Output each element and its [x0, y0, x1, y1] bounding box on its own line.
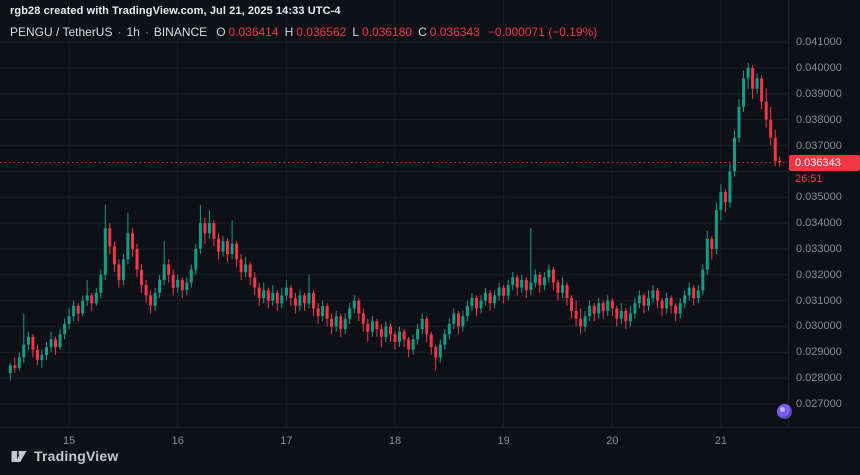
- high-value: 0.036562: [296, 25, 347, 39]
- tradingview-logo-icon: [11, 451, 27, 462]
- time-tick-label: 15: [62, 435, 76, 447]
- time-tick-label: 19: [497, 435, 510, 447]
- candlestick-svg[interactable]: [0, 0, 788, 427]
- legend-separator: ·: [144, 25, 149, 39]
- price-tick-label: 0.031000: [796, 294, 842, 307]
- exchange-label: BINANCE: [153, 25, 208, 39]
- low-label: L: [352, 25, 360, 39]
- candle-countdown: 26:51: [795, 172, 823, 185]
- time-tick-label: 17: [280, 435, 293, 447]
- price-tick-label: 0.039000: [796, 87, 842, 100]
- high-label: H: [284, 25, 294, 39]
- last-price-badge: 0.036343: [789, 154, 860, 171]
- price-tick-label: 0.032000: [796, 268, 842, 281]
- ohlc-readout: O 0.036414 H 0.036562 L 0.036180 C 0.036343 …: [216, 25, 597, 39]
- attribution-text: rgb28 created with TradingView.com, Jul …: [10, 5, 341, 17]
- symbol-name[interactable]: PENGU / TetherUS: [10, 25, 113, 39]
- price-tick-label: 0.040000: [796, 61, 842, 74]
- legend-separator: ·: [117, 25, 122, 39]
- price-tick-label: 0.041000: [796, 36, 842, 49]
- low-value: 0.036180: [362, 25, 413, 39]
- change-value: −0.000071 (−0.19%): [487, 25, 598, 39]
- price-tick-label: 0.027000: [796, 397, 842, 410]
- price-tick-label: 0.033000: [796, 242, 842, 255]
- close-value: 0.036343: [429, 25, 480, 39]
- time-tick-label: 20: [606, 435, 619, 447]
- interval-label[interactable]: 1h: [126, 25, 140, 39]
- tradingview-logo-text: TradingView: [34, 447, 119, 464]
- pengu-watermark-icon: [777, 404, 792, 419]
- price-axis[interactable]: 0.036343 26:51 0.041000 0.040000 0.039000 0…: [788, 0, 860, 427]
- tradingview-logo[interactable]: TradingView: [9, 446, 118, 465]
- chart-legend[interactable]: PENGU / TetherUS · 1h · BINANCE O 0.03641…: [10, 25, 597, 39]
- chart-plot-area[interactable]: [0, 0, 788, 427]
- price-tick-label: 0.035000: [796, 191, 842, 204]
- time-tick-label: 21: [714, 435, 728, 447]
- open-value: 0.036414: [228, 25, 279, 39]
- time-axis[interactable]: 15 16 17 18 19 20 21: [0, 427, 860, 475]
- close-label: C: [418, 25, 427, 39]
- price-tick-label: 0.038000: [796, 113, 842, 126]
- price-tick-label: 0.029000: [796, 346, 842, 359]
- price-tick-label: 0.034000: [796, 217, 842, 230]
- time-tick-label: 16: [171, 435, 184, 447]
- price-tick-label: 0.037000: [796, 139, 842, 152]
- open-label: O: [216, 25, 226, 39]
- price-tick-label: 0.028000: [796, 372, 842, 385]
- price-tick-label: 0.030000: [796, 320, 842, 333]
- time-tick-label: 18: [388, 435, 402, 447]
